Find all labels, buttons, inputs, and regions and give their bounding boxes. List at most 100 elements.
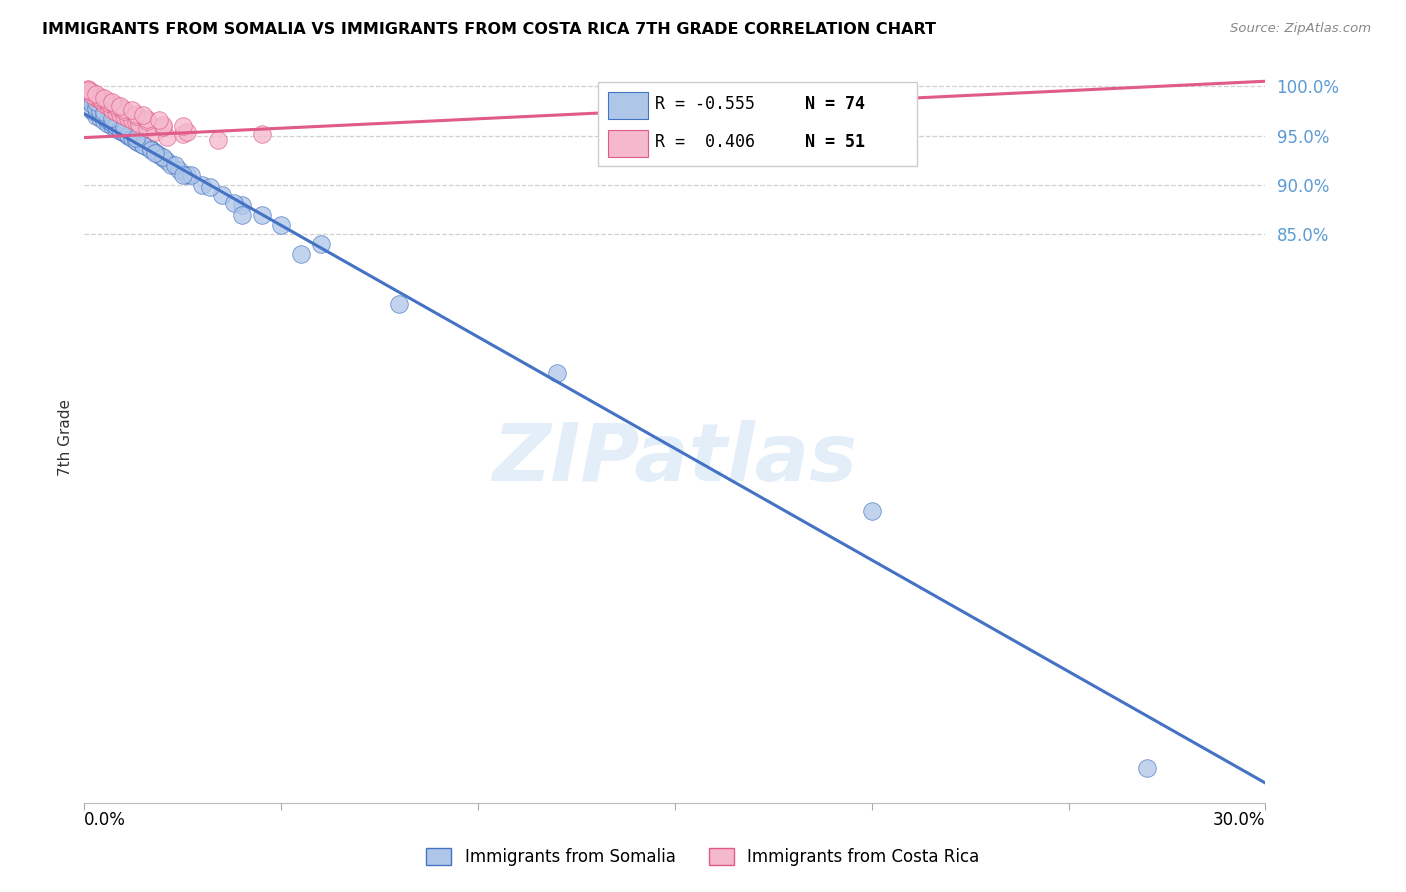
Point — [84, 91, 107, 105]
Point — [104, 121, 127, 136]
Point — [108, 120, 131, 135]
Point — [104, 100, 127, 114]
Point — [124, 130, 146, 145]
Point — [152, 150, 174, 164]
Point — [101, 101, 124, 115]
Point — [191, 178, 214, 192]
Point — [84, 99, 107, 113]
Point — [89, 90, 111, 104]
Point — [77, 83, 100, 97]
Point — [148, 112, 170, 127]
Point — [97, 117, 120, 131]
Text: R = -0.555: R = -0.555 — [655, 95, 755, 113]
Text: 30.0%: 30.0% — [1213, 811, 1265, 829]
Point — [860, 504, 883, 518]
Point — [93, 104, 115, 119]
Legend: Immigrants from Somalia, Immigrants from Costa Rica: Immigrants from Somalia, Immigrants from… — [418, 840, 988, 875]
Point — [101, 111, 124, 125]
Point — [101, 116, 124, 130]
Point — [250, 208, 273, 222]
Point — [97, 111, 120, 125]
Point — [108, 107, 131, 121]
Point — [97, 99, 120, 113]
Point — [121, 130, 143, 145]
Point — [93, 113, 115, 128]
Point — [84, 95, 107, 109]
Point — [82, 94, 104, 108]
Y-axis label: 7th Grade: 7th Grade — [58, 399, 73, 475]
Point — [77, 82, 100, 96]
Point — [93, 107, 115, 121]
Point — [172, 119, 194, 133]
Text: Source: ZipAtlas.com: Source: ZipAtlas.com — [1230, 22, 1371, 36]
Point — [207, 132, 229, 146]
Point — [163, 158, 186, 172]
Point — [93, 109, 115, 123]
Point — [605, 103, 627, 118]
Point — [141, 143, 163, 157]
Point — [112, 102, 135, 116]
Point — [160, 158, 183, 172]
Point — [101, 103, 124, 117]
Point — [124, 134, 146, 148]
Point — [132, 137, 155, 152]
Point — [200, 180, 222, 194]
Point — [117, 123, 139, 137]
Point — [148, 148, 170, 162]
Point — [77, 91, 100, 105]
Point — [136, 140, 159, 154]
Point — [136, 120, 159, 135]
Point — [84, 101, 107, 115]
Text: N = 74: N = 74 — [804, 95, 865, 113]
Point — [89, 93, 111, 107]
Point — [93, 91, 115, 105]
Point — [108, 123, 131, 137]
Point — [82, 97, 104, 112]
FancyBboxPatch shape — [598, 82, 917, 167]
Text: IMMIGRANTS FROM SOMALIA VS IMMIGRANTS FROM COSTA RICA 7TH GRADE CORRELATION CHAR: IMMIGRANTS FROM SOMALIA VS IMMIGRANTS FR… — [42, 22, 936, 37]
Point — [84, 89, 107, 103]
Point — [101, 95, 124, 109]
Point — [104, 98, 127, 112]
Point — [222, 195, 245, 210]
Point — [121, 103, 143, 117]
Point — [156, 129, 179, 144]
Point — [309, 237, 332, 252]
Point — [128, 117, 150, 131]
Point — [176, 125, 198, 139]
Point — [101, 119, 124, 133]
Point — [167, 163, 190, 178]
Point — [77, 89, 100, 103]
Point — [89, 111, 111, 125]
Point — [132, 108, 155, 122]
Point — [231, 208, 253, 222]
Point — [143, 145, 166, 160]
Point — [104, 117, 127, 131]
Point — [104, 104, 127, 119]
Point — [270, 218, 292, 232]
Point — [172, 168, 194, 182]
Point — [128, 136, 150, 150]
Text: N = 51: N = 51 — [804, 133, 865, 152]
Point — [112, 122, 135, 136]
Point — [117, 128, 139, 142]
Point — [124, 109, 146, 123]
FancyBboxPatch shape — [607, 130, 648, 157]
Point — [101, 113, 124, 128]
Point — [152, 152, 174, 166]
Point — [143, 125, 166, 139]
Point — [231, 198, 253, 212]
Point — [121, 112, 143, 127]
Point — [172, 127, 194, 141]
FancyBboxPatch shape — [607, 92, 648, 119]
Text: 0.0%: 0.0% — [84, 811, 127, 829]
Point — [82, 88, 104, 103]
Text: R =  0.406: R = 0.406 — [655, 133, 755, 152]
Point — [112, 125, 135, 139]
Point — [104, 119, 127, 133]
Point — [84, 87, 107, 101]
Point — [82, 86, 104, 100]
Point — [97, 94, 120, 108]
Point — [156, 154, 179, 169]
Point — [136, 113, 159, 128]
